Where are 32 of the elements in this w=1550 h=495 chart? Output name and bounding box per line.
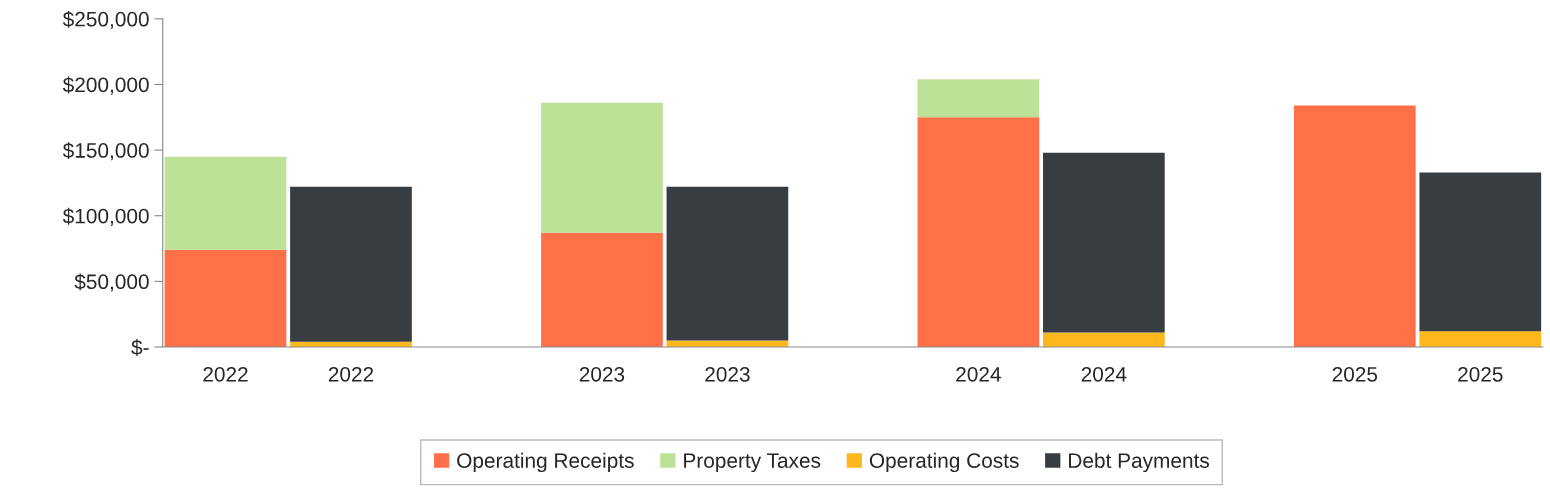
bar — [666, 186, 789, 341]
x-tick-label: 2025 — [1332, 366, 1378, 382]
y-tick-label: $150,000 — [62, 142, 149, 161]
x-tick-label: 2022 — [203, 366, 248, 382]
bar — [541, 102, 663, 233]
legend-label: Operating Receipts — [457, 452, 634, 473]
bar — [164, 249, 287, 347]
y-tick-label: $50,000 — [74, 273, 149, 292]
bar — [917, 79, 1040, 118]
y-tick-label: $200,000 — [62, 76, 149, 95]
legend-label: Debt Payments — [1069, 452, 1209, 473]
y-tick-label: $- — [131, 339, 149, 356]
bar — [541, 232, 663, 347]
y-tick-label: $100,000 — [62, 207, 149, 226]
bar — [1042, 152, 1165, 333]
legend-label: Property Taxes — [684, 453, 821, 473]
x-tick-label: 2023 — [579, 366, 625, 382]
x-tick-label: 2024 — [956, 366, 1001, 382]
y-tick-label: $250,000 — [62, 10, 149, 30]
x-tick-label: 2023 — [705, 366, 750, 382]
bar — [164, 156, 287, 250]
bar — [1042, 332, 1165, 347]
legend-label: Operating Costs — [869, 452, 1019, 473]
bar — [290, 186, 412, 342]
x-tick-label: 2022 — [328, 366, 374, 382]
x-tick-label: 2024 — [1081, 366, 1127, 382]
x-tick-label: 2025 — [1458, 366, 1503, 382]
bar — [1419, 172, 1542, 332]
bar — [666, 340, 789, 347]
bar — [1293, 105, 1416, 347]
bar — [1419, 331, 1542, 347]
bar — [917, 117, 1040, 347]
